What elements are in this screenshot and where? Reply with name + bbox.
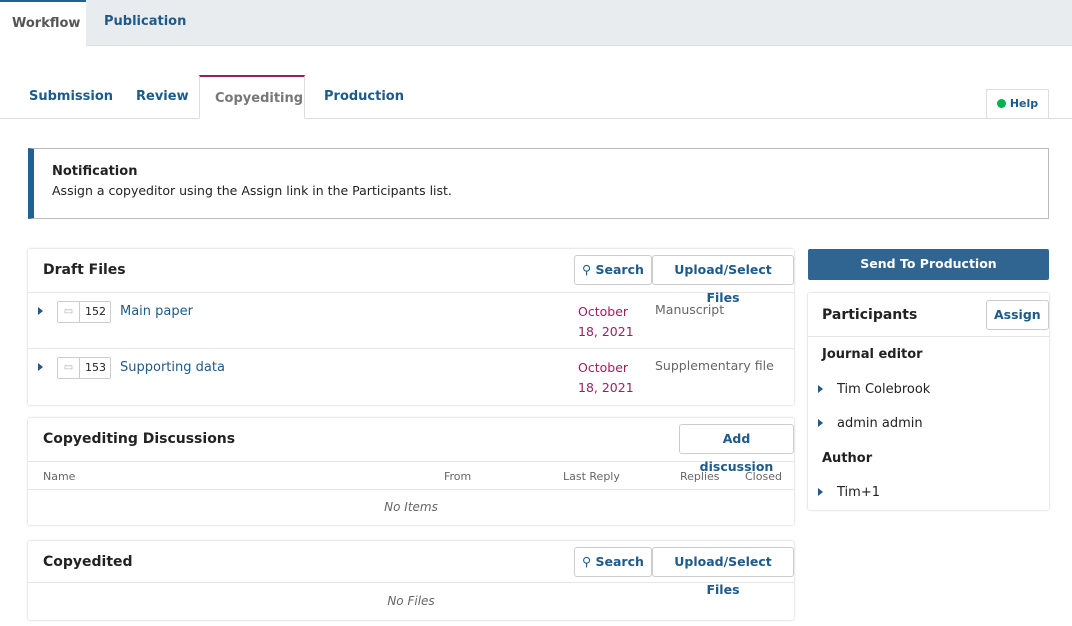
file-type: Supplementary file [655, 358, 774, 373]
participants-panel: Participants Assign Journal editor Tim C… [808, 293, 1049, 510]
column-headers: Name From Last Reply Replies Closed [28, 462, 794, 490]
stage-tabs: Submission Review Copyediting Production [0, 75, 1072, 119]
expand-icon[interactable] [818, 385, 823, 393]
pdf-icon: ▭ [58, 358, 80, 378]
add-discussion-button[interactable]: Add discussion [679, 424, 794, 474]
info-icon [996, 99, 1006, 108]
panel-title: Copyedited [43, 554, 133, 570]
notification-text: Assign a copyeditor using the Assign lin… [52, 183, 452, 198]
tab-review[interactable]: Review [136, 89, 189, 104]
search-button[interactable]: ⚲ Search [574, 547, 652, 577]
tab-workflow[interactable]: Workflow [0, 0, 86, 47]
empty-message: No Items [384, 500, 438, 514]
file-type: Manuscript [655, 302, 725, 317]
notification-title: Notification [52, 164, 138, 179]
upload-select-files-button[interactable]: Upload/Select Files [652, 255, 794, 305]
pdf-icon: ▭ [58, 302, 80, 322]
expand-icon[interactable] [38, 363, 43, 371]
expand-icon[interactable] [38, 307, 43, 315]
draft-files-panel: Draft Files ⚲ Search Upload/Select Files… [28, 249, 794, 405]
tab-publication[interactable]: Publication [104, 14, 187, 29]
expand-icon[interactable] [818, 419, 823, 427]
top-tabs: Workflow Publication [0, 0, 1072, 47]
tab-copyediting[interactable]: Copyediting [199, 75, 305, 119]
file-name-link[interactable]: Supporting data [120, 360, 225, 375]
panel-title: Participants [822, 307, 918, 323]
search-button[interactable]: ⚲ Search [574, 255, 652, 285]
participant[interactable]: Tim Colebrook [837, 382, 931, 397]
panel-title: Draft Files [43, 262, 126, 278]
notification: Notification Assign a copyeditor using t… [28, 148, 1049, 219]
upload-select-files-button[interactable]: Upload/Select Files [652, 547, 794, 597]
file-row: ▭ 153 Supporting data October 18, 2021 Su… [28, 349, 794, 405]
file-date: October 18, 2021 [578, 304, 634, 339]
participant[interactable]: admin admin [837, 416, 923, 431]
tab-submission[interactable]: Submission [29, 89, 114, 104]
expand-icon[interactable] [818, 488, 823, 496]
panel-title: Copyediting Discussions [43, 431, 236, 447]
file-date: October 18, 2021 [578, 360, 634, 395]
tab-production[interactable]: Production [324, 89, 404, 104]
help-button[interactable]: Help [986, 89, 1049, 118]
discussions-panel: Copyediting Discussions Add discussion N… [28, 418, 794, 525]
group-label: Journal editor [822, 347, 923, 362]
file-row: ▭ 152 Main paper October 18, 2021 Manuscr… [28, 293, 794, 349]
send-to-production-button[interactable]: Send To Production [808, 249, 1049, 280]
assign-button[interactable]: Assign [986, 300, 1049, 330]
file-name-link[interactable]: Main paper [120, 304, 193, 319]
participant[interactable]: Tim+1 [837, 485, 880, 500]
group-label: Author [822, 451, 873, 466]
empty-message: No Files [387, 594, 435, 608]
copyedited-panel: Copyedited ⚲ Search Upload/Select Files … [28, 541, 794, 620]
